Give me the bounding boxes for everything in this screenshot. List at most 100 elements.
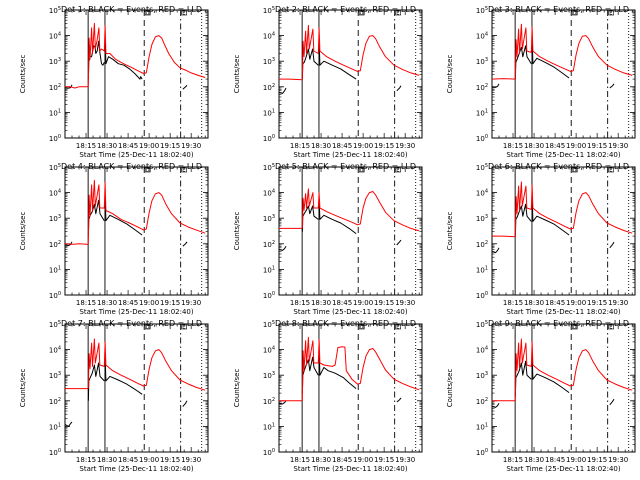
lld-series-line — [491, 78, 516, 80]
x-tick-label: 19:00 — [353, 456, 373, 464]
events-series-line — [609, 83, 615, 89]
flag-marker-icon — [144, 10, 151, 16]
plot-frame — [278, 323, 423, 453]
y-axis-title: Counts/sec — [19, 212, 27, 251]
flag-marker-icon — [358, 167, 365, 173]
lld-series-line — [301, 24, 420, 80]
y-tick-label: 101 — [263, 108, 275, 117]
y-axis-title: Counts/sec — [233, 55, 241, 94]
events-series-line — [396, 85, 402, 92]
x-axis-title: Start Time (25-Dec-11 18:02:40) — [79, 151, 193, 159]
x-axis-title: Start Time (25-Dec-11 18:02:40) — [506, 151, 620, 159]
flag-label: D — [360, 325, 364, 331]
events-series-line — [278, 87, 287, 94]
flag-label: E — [609, 168, 612, 174]
x-tick-label: 19:15 — [587, 456, 607, 464]
detector-panel: Det 8: BLACK = Events, RED = LLD10010110… — [233, 319, 423, 473]
events-series-line — [104, 43, 143, 80]
y-tick-label: 103 — [263, 214, 275, 223]
flag-label: E — [396, 11, 399, 17]
y-tick-label: 100 — [49, 134, 61, 143]
events-series-line — [531, 362, 570, 394]
x-tick-label: 19:15 — [374, 456, 394, 464]
y-tick-label: 100 — [263, 291, 275, 300]
x-tick-label: 18:30 — [97, 456, 117, 464]
x-tick-label: 18:30 — [97, 299, 117, 307]
y-tick-label: 103 — [476, 371, 488, 380]
y-tick-label: 105 — [49, 163, 61, 172]
events-series-line — [514, 360, 532, 397]
y-tick-label: 101 — [49, 265, 61, 274]
flag-marker-icon — [181, 167, 187, 173]
y-tick-label: 105 — [263, 6, 275, 15]
y-axis-title: Counts/sec — [446, 369, 454, 408]
flag-label: E — [182, 168, 185, 174]
lld-series-line — [301, 336, 420, 401]
x-tick-label: 18:15 — [76, 299, 96, 307]
y-tick-label: 100 — [49, 448, 61, 457]
plot-frame — [64, 323, 209, 453]
y-tick-label: 105 — [263, 320, 275, 329]
x-axis-title: Start Time (25-Dec-11 18:02:40) — [79, 465, 193, 473]
x-tick-label: 19:30 — [608, 456, 628, 464]
events-series-line — [104, 364, 143, 395]
x-tick-label: 19:30 — [608, 299, 628, 307]
y-tick-label: 105 — [49, 6, 61, 15]
y-tick-label: 105 — [49, 320, 61, 329]
x-tick-label: 19:00 — [566, 456, 586, 464]
y-tick-label: 101 — [49, 422, 61, 431]
x-tick-label: 19:30 — [395, 456, 415, 464]
y-tick-label: 103 — [476, 214, 488, 223]
y-axis-title: Counts/sec — [446, 55, 454, 94]
y-tick-label: 101 — [263, 422, 275, 431]
flag-label: D — [573, 325, 577, 331]
x-tick-label: 18:45 — [118, 456, 138, 464]
plot-frame — [278, 9, 423, 139]
flag-marker-icon — [608, 167, 614, 173]
x-tick-label: 18:45 — [545, 456, 565, 464]
events-series-line — [491, 247, 500, 254]
x-tick-label: 18:15 — [503, 142, 523, 150]
x-tick-label: 18:45 — [332, 142, 352, 150]
detector-panel: Det 7: BLACK = Events, RED = LLD10010110… — [19, 319, 209, 473]
x-tick-label: 18:30 — [524, 142, 544, 150]
events-series-line — [318, 205, 357, 235]
x-tick-label: 19:30 — [181, 299, 201, 307]
events-series-line — [514, 45, 532, 80]
flag-marker-icon — [181, 10, 187, 16]
x-tick-label: 19:30 — [608, 142, 628, 150]
flag-marker-icon — [571, 324, 578, 330]
x-tick-label: 19:15 — [587, 299, 607, 307]
y-tick-label: 105 — [476, 320, 488, 329]
events-series-line — [87, 362, 105, 401]
plot-frame — [64, 166, 209, 296]
y-tick-label: 102 — [49, 397, 61, 406]
y-tick-label: 104 — [49, 346, 61, 355]
y-tick-label: 104 — [263, 346, 275, 355]
events-series-line — [514, 203, 532, 237]
flag-marker-icon — [571, 10, 578, 16]
y-tick-label: 102 — [263, 83, 275, 92]
y-tick-label: 101 — [49, 108, 61, 117]
events-series-line — [87, 199, 105, 237]
x-tick-label: 19:15 — [374, 142, 394, 150]
y-tick-label: 105 — [263, 163, 275, 172]
lld-series-line — [279, 78, 303, 81]
events-series-line — [301, 205, 319, 232]
x-tick-label: 19:15 — [160, 299, 180, 307]
y-tick-label: 105 — [476, 163, 488, 172]
y-tick-label: 102 — [263, 240, 275, 249]
y-tick-label: 102 — [49, 83, 61, 92]
detector-panel: Det 1: BLACK = Events, RED = LLD10010110… — [19, 5, 209, 159]
detector-panel: Det 2: BLACK = Events, RED = LLD10010110… — [233, 5, 423, 159]
x-tick-label: 18:45 — [545, 142, 565, 150]
events-series-line — [609, 241, 615, 249]
events-series-line — [64, 84, 73, 89]
x-tick-label: 18:30 — [524, 299, 544, 307]
y-tick-label: 104 — [263, 189, 275, 198]
y-axis-title: Counts/sec — [233, 369, 241, 408]
events-series-line — [104, 201, 143, 236]
events-series-line — [182, 400, 188, 407]
y-tick-label: 102 — [263, 397, 275, 406]
flag-label: D — [360, 168, 364, 174]
